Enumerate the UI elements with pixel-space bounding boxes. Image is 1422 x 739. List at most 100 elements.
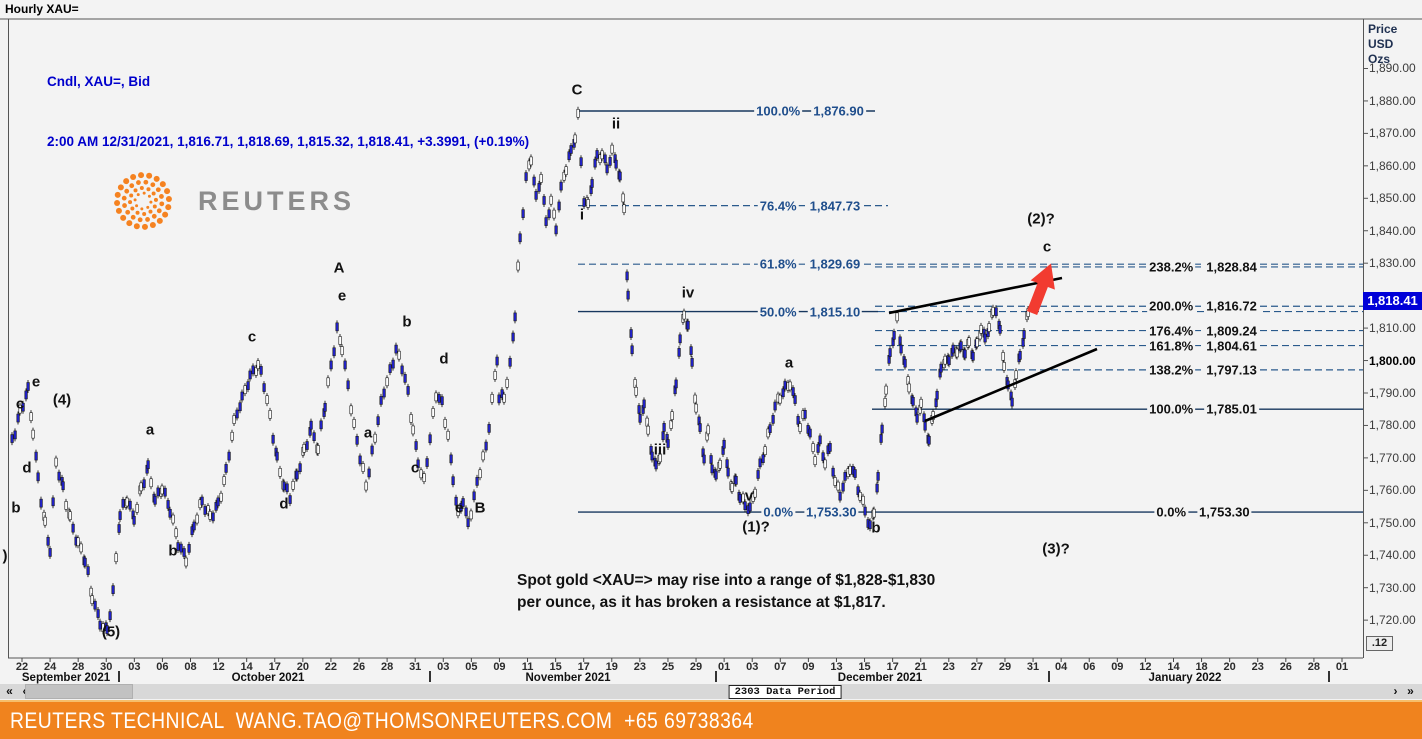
horizontal-scrollbar[interactable]: « ‹ 2303 Data Period › » [0, 684, 1422, 699]
elliott-wave-label: (3)? [1042, 540, 1070, 558]
date-tick-label: 20 [296, 661, 309, 673]
price-tick-label: 1,840.00 [1369, 223, 1416, 238]
elliott-wave-label: b [402, 313, 412, 331]
elliott-wave-label: c [247, 328, 257, 346]
elliott-wave-label: d [279, 495, 289, 513]
fib-level-label: 176.4% 1,809.24 [1147, 323, 1259, 339]
date-tick-label: 25 [661, 661, 675, 673]
elliott-wave-label: a [784, 354, 794, 372]
date-tick-label: 01 [718, 661, 731, 673]
scroll-left-button[interactable]: ‹ [17, 684, 32, 699]
price-tick-label: 1,770.00 [1369, 450, 1416, 465]
elliott-wave-label: d [22, 459, 32, 477]
date-tick-label: 24 [43, 661, 57, 673]
date-tick-label: 31 [409, 661, 422, 673]
scroll-far-left-button[interactable]: « [6, 684, 13, 698]
price-tick-label: 1,870.00 [1369, 126, 1416, 141]
elliott-wave-label: (5) [101, 623, 121, 641]
quote-header: Cndl, XAU=, Bid 2:00 AM 12/31/2021, 1,81… [47, 32, 529, 192]
date-tick-label: 29 [689, 661, 703, 673]
price-tick-label: 1,790.00 [1369, 385, 1416, 400]
last-price-badge: 1,818.41 [1363, 292, 1422, 310]
date-tick-label: 11 [521, 661, 534, 673]
date-tick-label: 20 [1223, 661, 1236, 673]
date-tick-label: 21 [914, 661, 927, 673]
elliott-wave-label: c [15, 395, 25, 413]
date-tick-label: 15 [549, 661, 562, 673]
window-title: Hourly XAU= [5, 2, 79, 16]
date-tick-label: 18 [1195, 661, 1208, 673]
date-tick-label: 22 [324, 661, 338, 673]
reuters-logo-icon [114, 172, 172, 230]
date-tick-label: 26 [352, 661, 366, 673]
date-tick-label: 12 [212, 661, 225, 673]
fib-level-label: 0.0% 1,753.30 [761, 504, 859, 520]
elliott-wave-label: B [474, 499, 486, 517]
elliott-wave-label: (1)? [742, 518, 770, 536]
elliott-wave-label: (4) [52, 391, 72, 409]
fib-level-label: 138.2% 1,797.13 [1147, 362, 1259, 378]
analysis-note-line-1: Spot gold <XAU=> may rise into a range o… [517, 572, 936, 589]
elliott-wave-label: e [454, 499, 464, 517]
price-tick-label: 1,720.00 [1369, 613, 1416, 628]
scroll-right-button[interactable]: › [1393, 684, 1398, 698]
month-separator [1048, 671, 1050, 682]
price-tick-label: 1,780.00 [1369, 418, 1416, 433]
elliott-wave-label: b [11, 499, 21, 517]
price-tick-label: 1,750.00 [1369, 515, 1416, 530]
fib-level-label: 50.0% 1,815.10 [757, 304, 863, 320]
month-separator [429, 671, 431, 682]
date-tick-label: 01 [1335, 661, 1349, 673]
elliott-wave-label: c [1042, 238, 1052, 256]
date-tick-label: 09 [493, 661, 506, 673]
quote-line-1: Cndl, XAU=, Bid [47, 74, 151, 89]
date-tick-label: 28 [380, 661, 394, 673]
month-separator [1328, 671, 1330, 682]
price-tick-label: 1,890.00 [1369, 61, 1416, 76]
analysis-note: Spot gold <XAU=> may rise into a range o… [517, 570, 935, 614]
analysis-note-line-2: per ounce, as it has broken a resistance… [517, 594, 886, 611]
date-tick-label: 08 [184, 661, 197, 673]
date-tick-label: 17 [577, 661, 590, 673]
date-tick-label: 17 [886, 661, 899, 673]
date-tick-label: 23 [942, 661, 955, 673]
elliott-wave-label: b [168, 542, 178, 560]
fib-level-label: 100.0% 1,876.90 [754, 103, 866, 119]
date-tick-label: 30 [100, 661, 113, 673]
date-tick-label: 04 [1055, 661, 1068, 673]
price-tick-label: 1,850.00 [1369, 191, 1416, 206]
elliott-wave-label: A [333, 259, 345, 277]
plot-frame [0, 18, 1422, 662]
elliott-wave-label: ii [611, 115, 621, 133]
date-tick-label: 06 [156, 661, 169, 673]
reuters-logo-text: REUTERS [198, 185, 356, 216]
scroll-far-right-button[interactable]: » [1407, 684, 1414, 698]
fib-level-label: 238.2% 1,828.84 [1147, 259, 1259, 275]
price-tick-label: 1,810.00 [1369, 321, 1416, 336]
price-axis-title: Price USD Ozs [1368, 22, 1398, 66]
date-tick-label: 26 [1279, 661, 1292, 673]
date-tick-label: 28 [72, 661, 85, 673]
date-tick-label: 03 [746, 661, 759, 673]
date-tick-label: 03 [128, 661, 141, 673]
date-tick-label: 03 [437, 661, 450, 673]
price-tick-label: 1,760.00 [1369, 483, 1416, 498]
price-tick-label: 1,860.00 [1369, 158, 1416, 173]
date-tick-label: 27 [970, 661, 983, 673]
scrollbar-thumb[interactable] [25, 684, 133, 699]
elliott-wave-label: a [145, 421, 155, 439]
month-label: January 2022 [1148, 672, 1222, 684]
elliott-wave-label: (2)? [1027, 210, 1055, 228]
trendlines [888, 276, 1098, 423]
price-tick-label: 1,830.00 [1369, 256, 1416, 271]
month-label: September 2021 [21, 672, 111, 684]
fib-level-label: 61.8% 1,829.69 [757, 256, 863, 272]
elliott-wave-label: d [439, 350, 449, 368]
partial-price-box: .12 [1366, 636, 1393, 651]
elliott-wave-label: C [571, 81, 583, 99]
date-tick-label: 19 [605, 661, 618, 673]
elliott-wave-label: b [871, 519, 881, 537]
date-tick-label: 17 [268, 661, 281, 673]
candlestick-series [10, 106, 1030, 637]
month-label: December 2021 [837, 672, 923, 684]
